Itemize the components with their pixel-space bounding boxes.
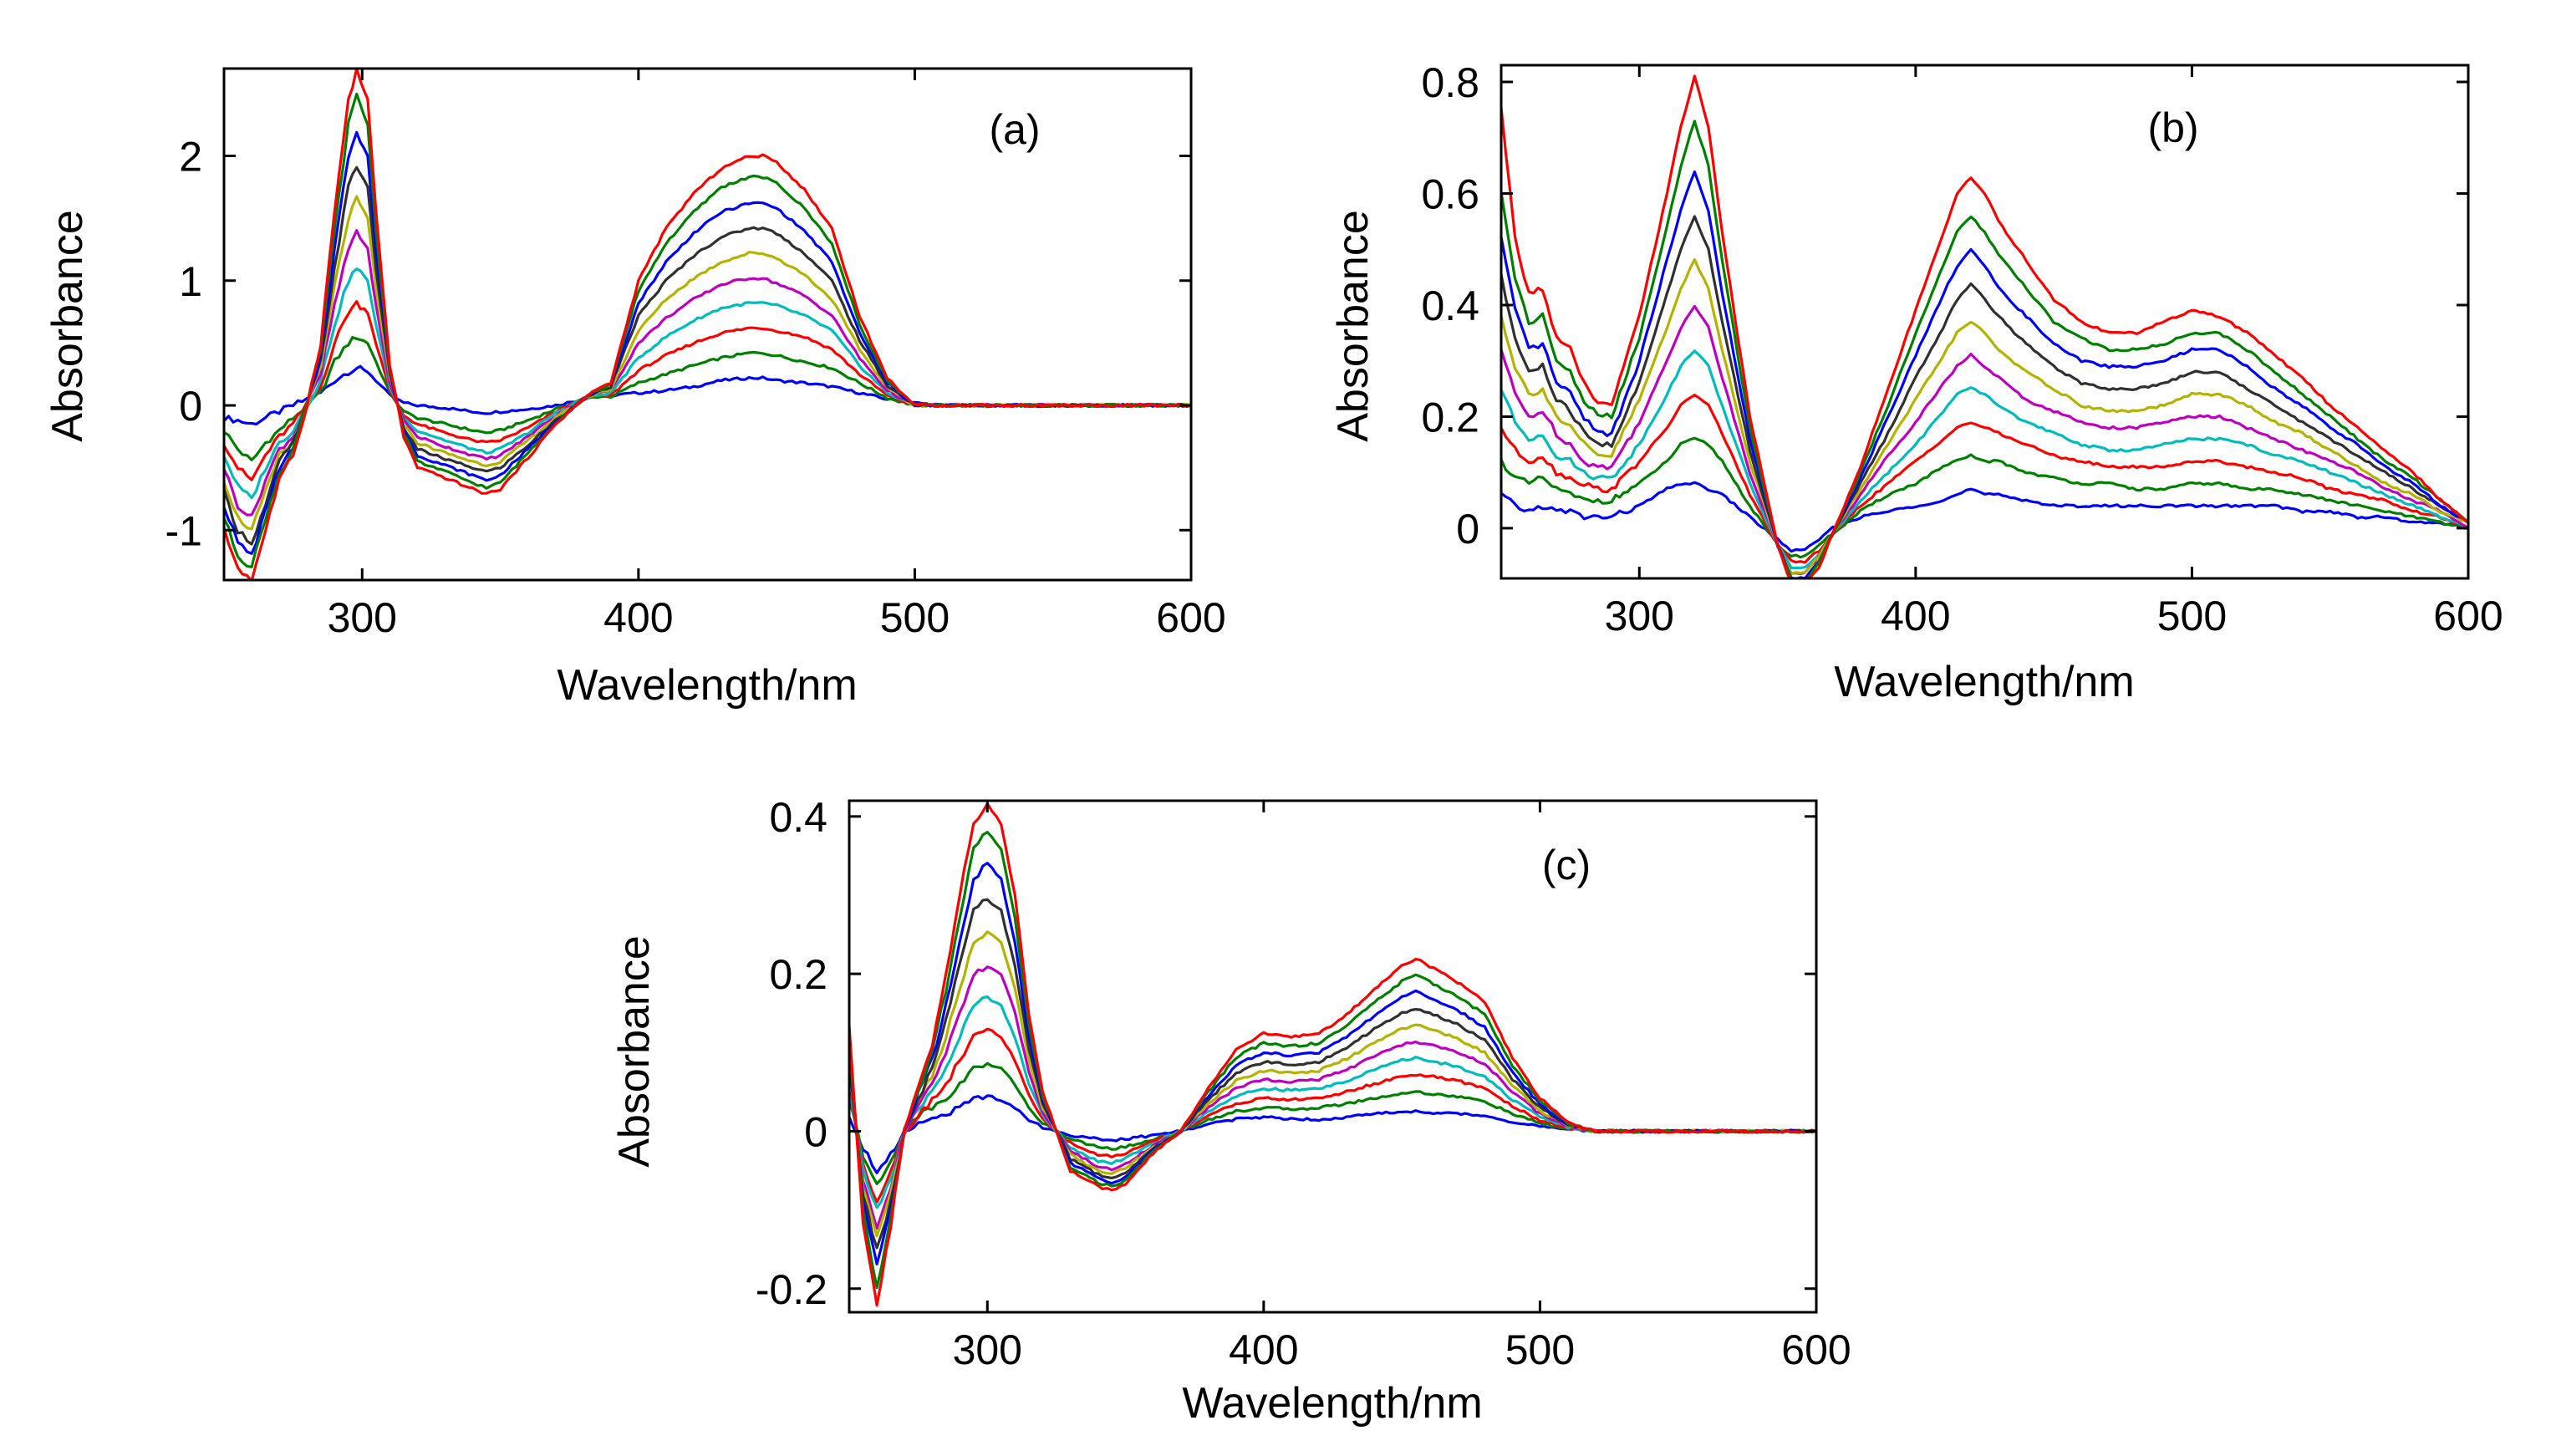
series-1-line bbox=[1501, 481, 2468, 553]
series-2-line bbox=[1501, 436, 2468, 559]
x-tick-label: 300 bbox=[328, 594, 397, 641]
series-10-line bbox=[849, 802, 1816, 1307]
y-tick-label: 0 bbox=[1456, 506, 1479, 552]
plot-frame bbox=[848, 799, 1818, 1314]
y-tick-label: 0.6 bbox=[1421, 171, 1479, 218]
x-tick-label: 300 bbox=[1605, 593, 1674, 639]
panel-a: Absorbance Wavelength/nm (a) 300 400 500 60… bbox=[43, 67, 1226, 710]
series-9-line bbox=[849, 831, 1816, 1290]
series-5-line bbox=[1501, 304, 2468, 576]
series-4-line bbox=[1501, 349, 2468, 570]
x-tick-label: 400 bbox=[1229, 1326, 1298, 1373]
x-tick-label: 500 bbox=[1505, 1326, 1575, 1373]
series-7-line bbox=[1501, 215, 2468, 578]
y-tick-label: 2 bbox=[179, 133, 202, 180]
x-tick-label: 500 bbox=[2157, 593, 2227, 639]
series-group bbox=[224, 69, 1191, 580]
panel-b-label: (b) bbox=[2147, 104, 2198, 151]
panel-a-label: (a) bbox=[989, 106, 1040, 153]
series-2-line bbox=[224, 336, 1191, 461]
y-tick-label: -0.2 bbox=[756, 1266, 827, 1313]
panel-c-label: (c) bbox=[1542, 842, 1591, 888]
series-1-line bbox=[849, 1094, 1816, 1174]
panel-c-ylabel: Absorbance bbox=[610, 935, 659, 1168]
series-3-line bbox=[1501, 394, 2468, 564]
panel-b: Absorbance Wavelength/nm (b) 300 400 500 60… bbox=[1329, 59, 2503, 706]
y-tick-label: 0.2 bbox=[769, 951, 827, 998]
panel-a-xlabel: Wavelength/nm bbox=[557, 661, 857, 710]
panel-a-ylabel: Absorbance bbox=[43, 210, 92, 442]
x-tick-label: 600 bbox=[2433, 593, 2503, 639]
plot-frame bbox=[1500, 64, 2470, 580]
y-tick-label: -1 bbox=[165, 507, 202, 554]
panel-b-ylabel: Absorbance bbox=[1329, 210, 1377, 442]
series-group bbox=[849, 802, 1816, 1307]
series-8-line bbox=[1501, 171, 2468, 578]
panel-c-xlabel: Wavelength/nm bbox=[1182, 1379, 1482, 1428]
series-10-line bbox=[224, 69, 1191, 580]
y-tick-label: 0 bbox=[179, 383, 202, 430]
y-tick-label: 0.4 bbox=[1421, 283, 1479, 329]
series-6-line bbox=[1501, 257, 2468, 576]
y-tick-label: 0.4 bbox=[769, 794, 827, 841]
y-tick-label: 0.8 bbox=[1421, 59, 1479, 106]
x-tick-label: 600 bbox=[1156, 594, 1225, 641]
y-tick-label: 0 bbox=[804, 1108, 827, 1155]
series-1-line bbox=[224, 364, 1191, 425]
series-2-line bbox=[849, 1061, 1816, 1185]
x-tick-label: 400 bbox=[603, 594, 673, 641]
series-10-line bbox=[1501, 74, 2468, 578]
x-tick-label: 300 bbox=[953, 1326, 1022, 1373]
series-4-line bbox=[849, 995, 1816, 1209]
plot-frame bbox=[222, 67, 1193, 582]
series-group bbox=[1501, 74, 2468, 578]
panel-b-xlabel: Wavelength/nm bbox=[1834, 658, 2134, 706]
x-tick-label: 400 bbox=[1881, 593, 1950, 639]
x-tick-label: 500 bbox=[880, 594, 950, 641]
y-tick-label: 1 bbox=[179, 258, 202, 305]
panel-c: Absorbance Wavelength/nm (c) 300 400 500 60… bbox=[610, 794, 1851, 1428]
series-9-line bbox=[1501, 120, 2468, 578]
x-tick-label: 600 bbox=[1781, 1326, 1851, 1373]
series-3-line bbox=[224, 300, 1191, 481]
y-tick-label: 0.2 bbox=[1421, 394, 1479, 440]
